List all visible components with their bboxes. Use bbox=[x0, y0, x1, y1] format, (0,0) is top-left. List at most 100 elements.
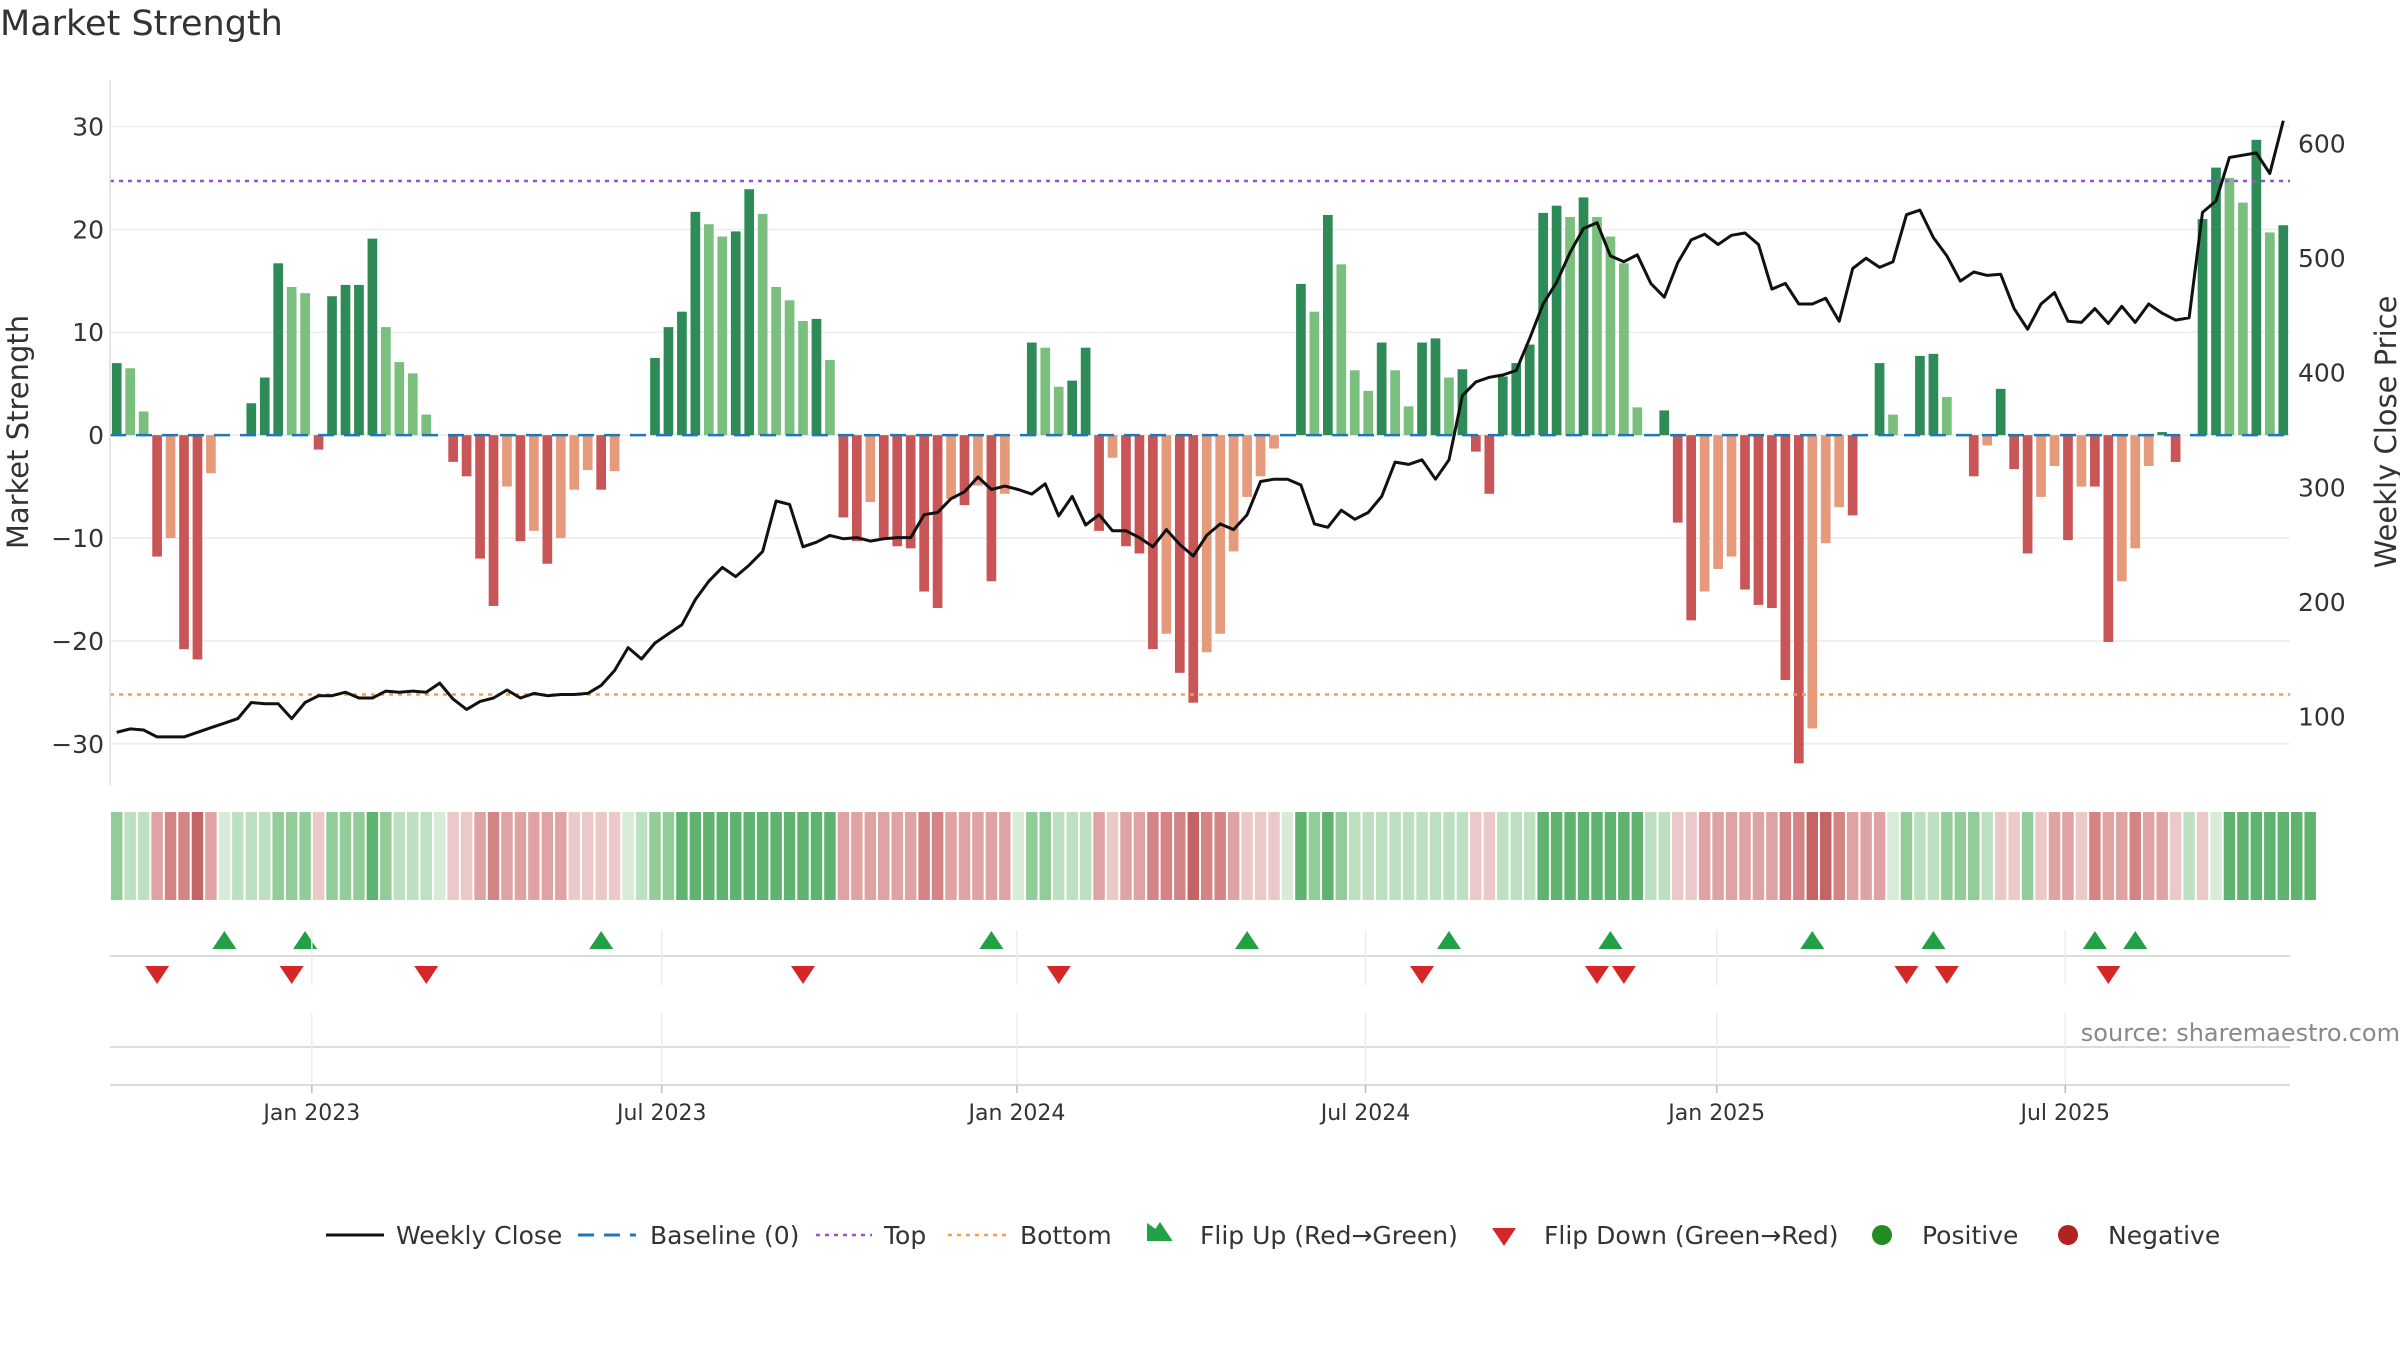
band-cell bbox=[891, 812, 903, 900]
y-tick-left: 20 bbox=[72, 215, 104, 244]
strength-bar bbox=[1201, 435, 1212, 653]
legend-item-weekly-close: Weekly Close bbox=[326, 1221, 562, 1250]
band-cell bbox=[2062, 812, 2074, 900]
band-cell bbox=[1295, 812, 1307, 900]
band-cell bbox=[1846, 812, 1859, 900]
y-axis-right-label: Weekly Close Price bbox=[2369, 296, 2400, 569]
strength-bar bbox=[1740, 435, 1750, 590]
flip-markers bbox=[110, 931, 2290, 1048]
strength-bar bbox=[1968, 435, 1979, 477]
band-cell bbox=[649, 812, 661, 900]
band-cell bbox=[151, 812, 163, 900]
strength-bar bbox=[1134, 435, 1145, 554]
band-cell bbox=[2129, 812, 2141, 900]
band-cell bbox=[1604, 812, 1617, 900]
strength-bar bbox=[206, 435, 216, 474]
band-cell bbox=[2169, 812, 2182, 900]
band-cell bbox=[1214, 812, 1226, 900]
band-cell bbox=[1658, 812, 1670, 900]
strength-bar bbox=[1215, 435, 1226, 634]
strength-bar bbox=[1699, 435, 1710, 592]
strength-bar bbox=[2264, 232, 2275, 436]
band-cell bbox=[433, 812, 446, 900]
band-cell bbox=[1523, 812, 1536, 900]
flip-up-marker bbox=[2123, 931, 2148, 949]
band-cell bbox=[1254, 812, 1267, 900]
strength-bar bbox=[986, 435, 997, 582]
strength-bar bbox=[354, 284, 364, 436]
band-cell bbox=[1335, 812, 1348, 900]
band-cell bbox=[1079, 812, 1092, 900]
band-cell bbox=[1779, 812, 1792, 900]
band-cell bbox=[218, 812, 231, 900]
band-cell bbox=[1550, 812, 1563, 900]
y-tick-left: 10 bbox=[72, 318, 104, 347]
band-cell bbox=[1833, 812, 1845, 900]
y-tick-right: 100 bbox=[2298, 702, 2346, 731]
band-cell bbox=[1147, 812, 1159, 900]
strength-bar bbox=[1121, 435, 1131, 547]
strength-bar bbox=[1807, 435, 1818, 729]
strength-bar bbox=[313, 435, 324, 450]
strength-bar bbox=[340, 284, 351, 436]
flip-down-marker bbox=[145, 966, 170, 984]
legend-label-flip-up: Flip Up (Red→Green) bbox=[1200, 1221, 1458, 1250]
x-tick-label: Jul 2024 bbox=[1319, 1101, 1411, 1126]
band-cell bbox=[1362, 812, 1374, 900]
strength-bar bbox=[2170, 435, 2181, 462]
strength-bar bbox=[461, 435, 472, 477]
band-cell bbox=[1497, 812, 1509, 900]
band-cell bbox=[1174, 812, 1186, 900]
band-cell bbox=[1510, 812, 1522, 900]
y-tick-right: 500 bbox=[2298, 244, 2346, 273]
strength-bar bbox=[582, 435, 593, 471]
strength-bar bbox=[1067, 380, 1078, 436]
strength-bar bbox=[475, 435, 485, 559]
band-cell bbox=[756, 812, 769, 900]
strength-bar bbox=[1053, 386, 1064, 436]
band-cell bbox=[205, 812, 217, 900]
strength-bar bbox=[1942, 397, 1952, 436]
strength-bar bbox=[111, 363, 122, 436]
strength-bar bbox=[2211, 167, 2221, 436]
strength-bar bbox=[2090, 435, 2100, 487]
strength-bar bbox=[1094, 435, 1104, 531]
strength-bar bbox=[555, 435, 566, 539]
band-cell bbox=[1806, 812, 1819, 900]
strength-bar bbox=[1767, 435, 1777, 609]
strength-bar bbox=[1417, 342, 1427, 436]
strength-bar bbox=[1484, 435, 1495, 494]
flip-down-marker bbox=[1934, 966, 1959, 984]
band-cell bbox=[1456, 812, 1469, 900]
band-cell bbox=[703, 812, 715, 900]
flip-up-marker bbox=[589, 931, 614, 949]
band-cell bbox=[1631, 812, 1644, 900]
strength-bar bbox=[1107, 435, 1118, 458]
strength-bar bbox=[502, 435, 512, 487]
strength-bar bbox=[1403, 406, 1414, 436]
strength-bar bbox=[529, 435, 539, 531]
band-cell bbox=[111, 812, 123, 900]
band-cell bbox=[1739, 812, 1751, 900]
band-cell bbox=[1375, 812, 1388, 900]
band-cell bbox=[2048, 812, 2061, 900]
strength-bar bbox=[1511, 363, 1522, 436]
band-cell bbox=[622, 812, 634, 900]
strength-bar bbox=[1793, 435, 1804, 764]
band-cell bbox=[1281, 812, 1294, 900]
strength-bar bbox=[1605, 236, 1616, 436]
flip-up-marker bbox=[293, 931, 318, 949]
strength-bar bbox=[273, 263, 284, 436]
band-cell bbox=[1308, 812, 1321, 900]
flip-up-marker bbox=[1921, 931, 1946, 949]
strength-bar bbox=[381, 327, 391, 436]
band-cell bbox=[1712, 812, 1724, 900]
strength-bar bbox=[2063, 435, 2073, 541]
y-tick-left: −20 bbox=[51, 627, 104, 656]
band-cell bbox=[124, 812, 136, 900]
band-cell bbox=[1968, 812, 1980, 900]
grid-layer bbox=[110, 125, 2290, 745]
band-cell bbox=[918, 812, 930, 900]
band-cell bbox=[1645, 812, 1657, 900]
strength-bar bbox=[1040, 347, 1051, 436]
